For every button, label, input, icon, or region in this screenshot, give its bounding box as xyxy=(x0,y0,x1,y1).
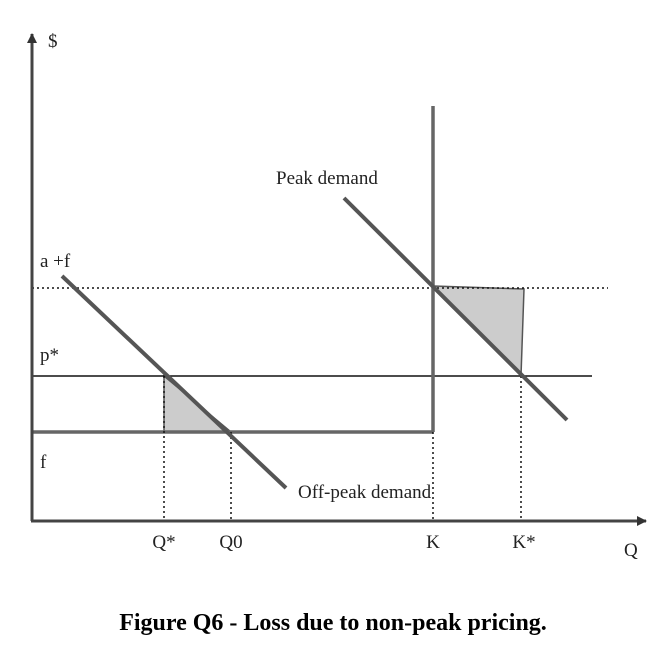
a-plus-f-label: a +f xyxy=(40,251,71,272)
y-axis-label: $ xyxy=(48,31,58,52)
offpeak-demand-curve xyxy=(60,274,288,490)
q-star-label: Q* xyxy=(152,532,175,553)
q0-label: Q0 xyxy=(219,532,242,553)
k-label: K xyxy=(426,532,440,553)
p-star-label: p* xyxy=(40,345,59,366)
x-axis-label: Q xyxy=(624,540,638,561)
peak-demand-curve xyxy=(342,196,569,422)
f-label: f xyxy=(40,452,47,473)
k-star-label: K* xyxy=(512,532,535,553)
peak-demand-label: Peak demand xyxy=(276,168,378,189)
offpeak-demand-label: Off-peak demand xyxy=(298,482,432,503)
figure-caption: Figure Q6 - Loss due to non-peak pricing… xyxy=(119,610,547,636)
